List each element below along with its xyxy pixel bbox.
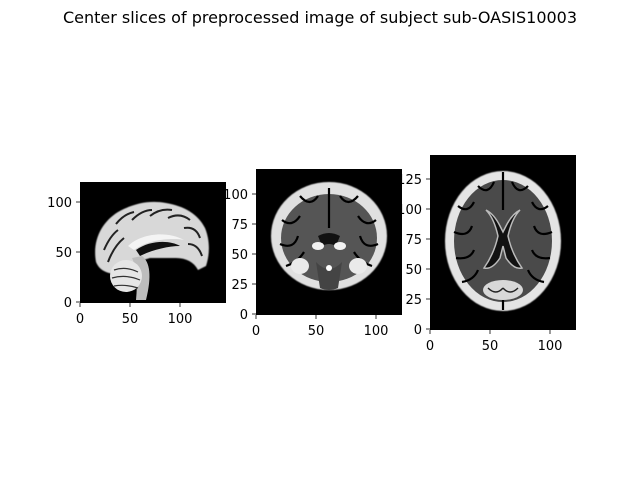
coronal-xtick-label: 50 <box>308 324 325 339</box>
coronal-ytick-label: 0 <box>240 308 248 323</box>
axial-x-axis <box>429 330 551 334</box>
coronal-ytick-label: 75 <box>231 218 248 233</box>
axial-xtick-label: 50 <box>482 339 499 354</box>
sagittal-brain <box>95 201 209 300</box>
axial-xtick-label: 100 <box>538 339 563 354</box>
coronal-brain <box>271 182 387 290</box>
sagittal-xtick-label: 0 <box>76 312 84 327</box>
coronal-x-axis <box>255 315 377 319</box>
sagittal-ytick-label: 0 <box>64 296 72 311</box>
axial-ytick-label: 100 <box>397 203 422 218</box>
sagittal-x-axis <box>79 303 181 307</box>
axial-brain <box>445 171 561 311</box>
sagittal-xtick-label: 50 <box>122 312 139 327</box>
sagittal-y-axis <box>76 201 80 303</box>
coronal-ytick-label: 25 <box>231 278 248 293</box>
coronal-ytick-label: 100 <box>223 188 248 203</box>
coronal-ytick-label: 50 <box>231 248 248 263</box>
panel-coronal: 0 50 100 0 25 50 75 100 <box>223 169 402 339</box>
axial-ytick-label: 125 <box>397 173 422 188</box>
axial-ytick-label: 50 <box>405 263 422 278</box>
figure-title: Center slices of preprocessed image of s… <box>62 8 578 27</box>
sagittal-xtick-label: 100 <box>168 312 193 327</box>
axial-ytick-label: 0 <box>414 323 422 338</box>
sagittal-ytick-label: 100 <box>47 196 72 211</box>
panel-axial: 0 50 100 0 25 50 75 100 125 <box>397 155 576 354</box>
coronal-xtick-label: 0 <box>252 324 260 339</box>
axial-ytick-label: 25 <box>405 293 422 308</box>
axial-ytick-label: 75 <box>405 233 422 248</box>
coronal-xtick-label: 100 <box>364 324 389 339</box>
coronal-y-axis <box>252 193 256 315</box>
axial-xtick-label: 0 <box>426 339 434 354</box>
panel-sagittal: 0 50 100 0 50 100 <box>47 182 226 327</box>
sagittal-ytick-label: 50 <box>55 246 72 261</box>
axial-y-axis <box>426 178 430 330</box>
